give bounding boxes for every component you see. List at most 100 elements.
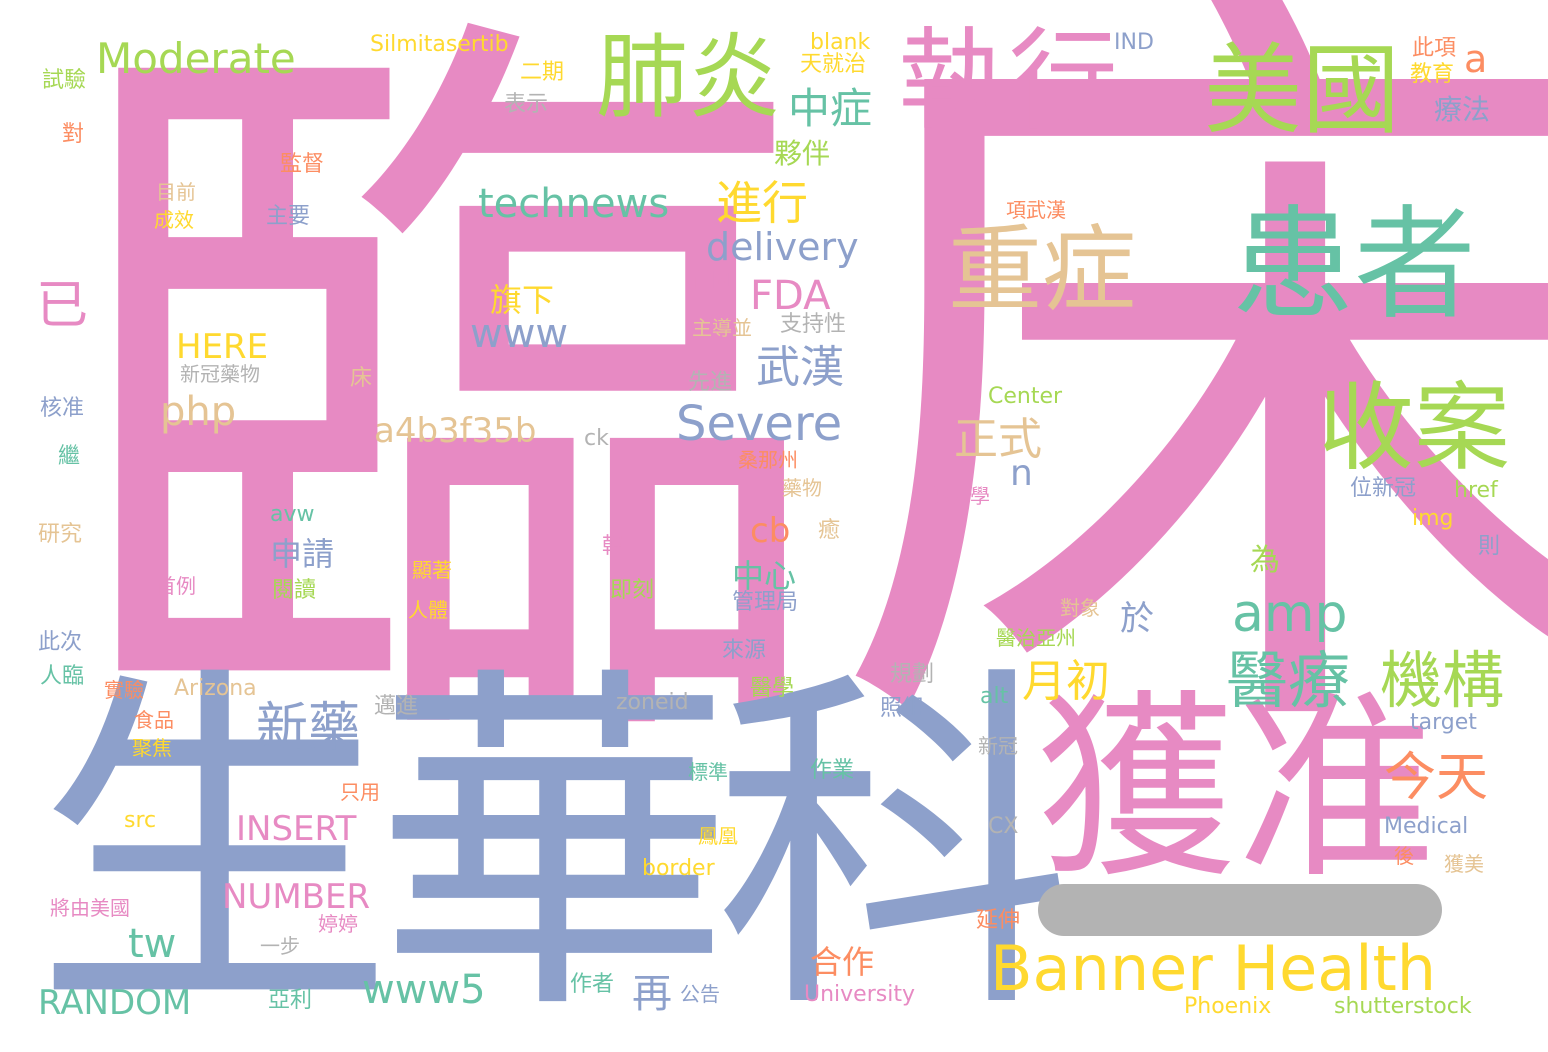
word-jujiao: 聚焦 [132,736,172,760]
word-yuedu: 閱讀 [272,578,317,603]
word-jinxing: 進行 [716,176,808,230]
word-xinguan: 新冠 [978,734,1018,758]
word-university: University [804,982,915,1007]
word-zhongxin: 中心 [732,557,797,595]
word-qixia: 旗下 [490,281,555,319]
word-border: border [642,856,715,881]
word-erqi: 二期 [520,60,565,85]
word-hou: 後 [1394,844,1414,868]
word-delivery: delivery [706,225,859,269]
word-meiguo: 美國 [1204,34,1401,148]
word-ck: ck [584,426,609,451]
word-renlin: 人臨 [40,664,85,689]
word-ind: IND [1114,30,1154,55]
word-cx: CX [988,814,1019,839]
word-yi: 已 [36,276,89,336]
word-renti: 人體 [408,598,448,622]
word-han: 韓 [602,534,625,559]
word-here: HERE [176,327,269,367]
word-chengxiao: 成效 [154,208,194,232]
word-xiangwuhan: 項武漢 [1006,198,1066,222]
word-php: php [160,389,237,435]
word-zhengshi: 正式 [954,414,1042,465]
word-medical: Medical [1384,814,1469,839]
word-gonggao: 公告 [680,982,720,1006]
word-huanzhe: 患者 [1232,194,1476,336]
gray-dash-shape [1038,884,1442,936]
word-shenghuake: 生華科 [34,638,1074,1052]
word-shoutu: 首圖 [692,268,732,292]
word-alt: alt [980,684,1009,709]
word-dui: 對 [62,122,85,147]
word-feiyan: 肺炎 [596,24,781,131]
word-severe: Severe [676,396,843,452]
word-wuhan: 武漢 [756,342,844,393]
word-jiaoyu: 教育 [1410,62,1455,87]
word-huozhun: 獲准 [1036,673,1437,906]
word-yanshen: 延伸 [976,908,1021,933]
word-number: NUMBER [222,877,371,917]
word-guanliju: 管理局 [732,590,799,615]
word-yu2: 癒 [818,518,841,543]
word-cb: cb [750,511,791,551]
word-yaowu: 藥物 [782,476,822,500]
word-xinguanyaowu: 新冠藥物 [180,362,260,386]
word-avw: avw [270,502,315,527]
word-zhongzheng2: 中症 [788,84,873,133]
word-amp: amp [1232,584,1348,644]
word-yanjiu: 研究 [38,522,83,547]
word-jiangyoumeiguo: 將由美國 [50,896,130,920]
word-xianzhu: 顯著 [412,558,452,582]
word-fda: FDA [750,273,831,319]
word-zai: 再 [632,971,672,1017]
word-random: RANDOM [38,983,192,1023]
word-yixue: 醫學 [750,676,795,701]
word-cixiang: 此項 [1412,36,1457,61]
word-fenghuang: 鳳凰 [698,824,738,848]
word-lin: 臨 [62,0,822,842]
word-zhixing: 執行 [898,17,1118,145]
word-weixinguan: 位新冠 [1350,476,1417,501]
word-maijin: 邁進 [374,694,419,719]
word-jintian: 今天 [1384,748,1489,808]
word-biaozhun: 標準 [688,760,728,784]
word-silmitasertib: Silmitasertib [370,32,509,57]
word-technews: technews [478,181,670,227]
word-chengdaxue: 城大學 [930,484,990,508]
word-www: www [470,311,569,357]
word-xinyao: 新藥 [256,698,361,758]
word-tingting: 婷婷 [318,912,358,936]
word-hezuo: 合作 [810,943,875,981]
word-a: a [1464,37,1488,81]
word-yuechu: 月初 [1022,656,1110,707]
word-zhuyao: 主要 [266,204,311,229]
word-jigou: 機構 [1380,644,1505,717]
word-xianjin: 先進 [688,370,733,395]
word-phoenix: Phoenix [1184,994,1272,1019]
word-shipin: 食品 [134,708,174,732]
word-laiyuan: 來源 [722,638,767,663]
word-yibu: 一步 [260,934,300,958]
word-shouli: 首例 [156,574,196,598]
word-zuoye: 作業 [810,758,855,783]
word-target: target [1410,710,1477,735]
word-banner-health: Banner Health [990,932,1437,1005]
word-liaofa: 療法 [1434,93,1491,126]
word-biaoshi: 表示 [504,92,549,117]
word-n: n [1010,453,1033,494]
word-zhichixing: 支持性 [780,312,847,337]
word-tw: tw [128,921,177,967]
word-shouan: 收案 [1318,372,1510,484]
word-huomei: 獲美 [1444,852,1484,876]
word-guihua: 規劃 [890,662,935,687]
word-muqian: 目前 [156,180,196,204]
word-zhudaobing: 主導並 [692,316,752,340]
word-img: img [1412,506,1454,531]
word-zhiyong: 只用 [340,780,380,804]
word-moderate: Moderate [96,34,296,83]
word-chuang: 床 [830,0,1548,836]
word-ze: 則 [1478,534,1501,559]
word-shenqing: 申請 [270,535,335,573]
word-yu: 於 [1120,599,1154,639]
